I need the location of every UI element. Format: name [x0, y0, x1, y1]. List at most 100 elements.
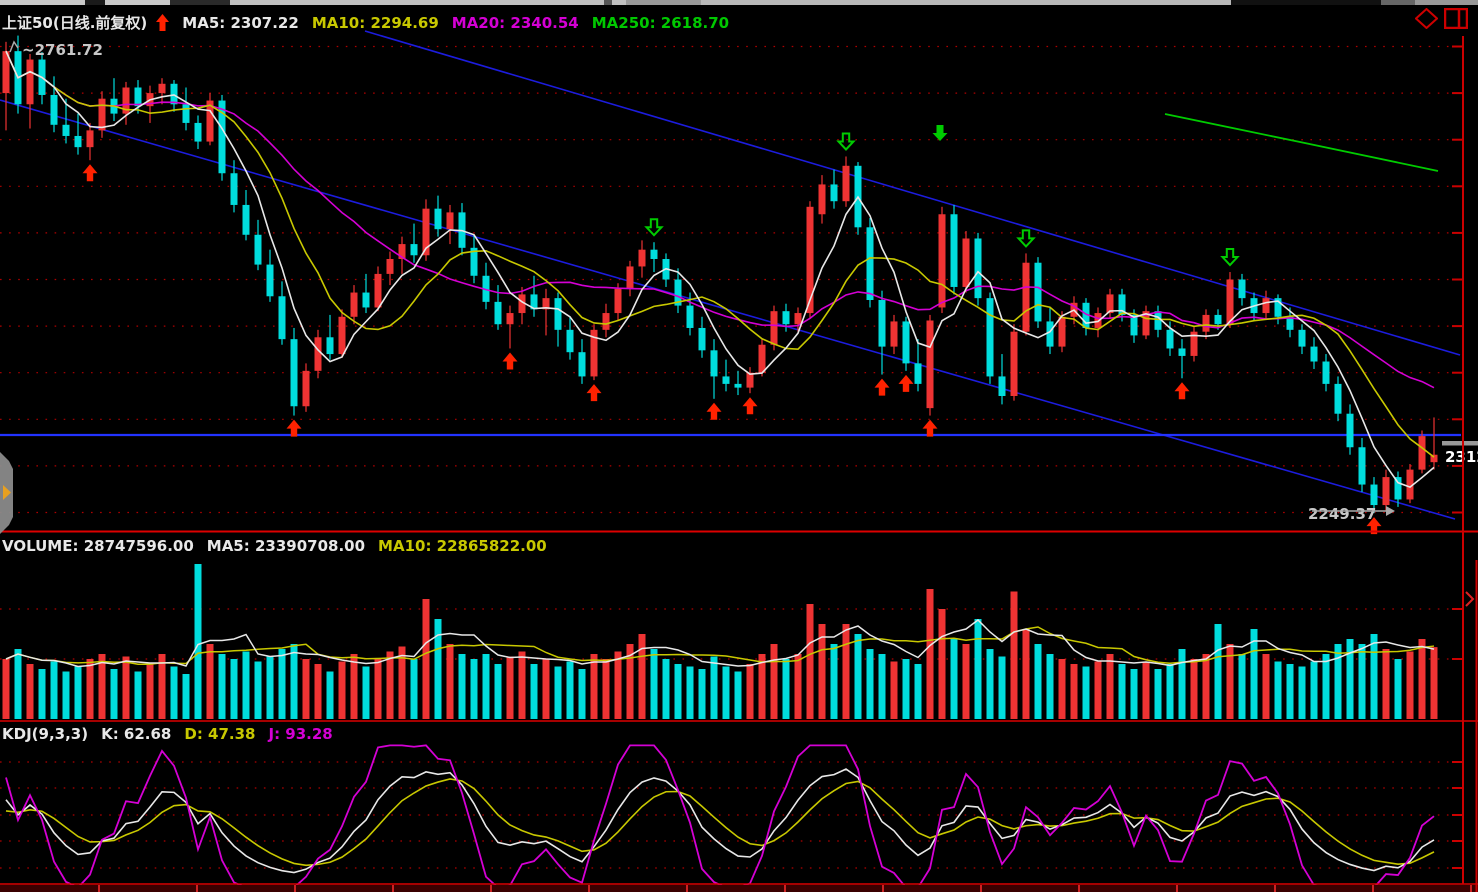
candle-body: [1418, 436, 1426, 470]
candle-body: [434, 208, 442, 230]
volume-bar: [866, 649, 874, 719]
window-layout-icon[interactable]: [1444, 8, 1468, 29]
volume-bar: [998, 656, 1006, 719]
volume-label: VOLUME: 28747596.00: [2, 537, 194, 555]
volume-bar: [590, 654, 598, 719]
ma10-line: [5, 50, 1435, 458]
ma250-line: [1164, 113, 1439, 172]
volume-bar: [362, 666, 370, 719]
candle-body: [794, 313, 802, 325]
volume-bar: [1214, 624, 1222, 719]
candle-body: [1394, 477, 1402, 500]
candle-body: [998, 376, 1006, 396]
volume-bar: [1010, 591, 1018, 719]
candle-body: [86, 130, 94, 148]
volume-bar: [770, 644, 778, 719]
candle-body: [1106, 294, 1114, 314]
candle-body: [626, 266, 634, 289]
volume-bar: [2, 659, 10, 719]
volume-ma10-label: MA10: 22865822.00: [378, 537, 547, 555]
volume-bar: [74, 666, 82, 719]
volume-bar: [1430, 647, 1438, 719]
buy-arrow: [898, 374, 914, 392]
candle-body: [698, 327, 706, 351]
volume-bar: [854, 634, 862, 719]
candle-body: [878, 300, 886, 347]
candle-body: [770, 311, 778, 345]
kdj-j-line: [5, 744, 1435, 889]
candle-body: [1274, 298, 1282, 317]
candle-body: [290, 339, 298, 407]
volume-bar: [926, 589, 934, 719]
candle-body: [74, 135, 82, 148]
volume-bar: [446, 644, 454, 719]
volume-bar: [1262, 654, 1270, 719]
volume-bar: [650, 649, 658, 719]
diamond-icon[interactable]: [1415, 8, 1438, 29]
candle-body: [446, 212, 454, 230]
candle-body: [182, 104, 190, 123]
candle-body: [734, 383, 742, 388]
volume-bar: [122, 656, 130, 719]
candle-body: [98, 98, 106, 131]
candle-body: [254, 234, 262, 265]
volume-bar: [1346, 639, 1354, 719]
candle-body: [950, 214, 958, 287]
candle-body: [890, 321, 898, 347]
candle-body: [1202, 314, 1210, 332]
candle-body: [1058, 316, 1066, 347]
volume-bar: [626, 644, 634, 719]
buy-arrow: [82, 164, 98, 182]
candle-body: [362, 292, 370, 308]
candle-body: [482, 275, 490, 302]
sell-arrow: [644, 218, 664, 237]
candle-body: [962, 238, 970, 287]
ma20-label: MA20: 2340.54: [451, 13, 579, 32]
candle-body: [1322, 361, 1330, 384]
volume-bar: [410, 659, 418, 719]
candle-body: [1118, 294, 1126, 315]
candle-body: [410, 244, 418, 256]
candle-body: [614, 288, 622, 314]
volume-bar: [1286, 664, 1294, 719]
candle-body: [1382, 477, 1390, 506]
kdj-param-label: KDJ(9,3,3): [2, 725, 89, 743]
candle-body: [542, 298, 550, 310]
volume-bar: [158, 654, 166, 719]
candle-body: [938, 214, 946, 308]
candle-body: [1130, 314, 1138, 336]
candle-body: [1154, 311, 1162, 330]
volume-bar: [98, 654, 106, 719]
volume-bar: [518, 651, 526, 719]
candle-body: [986, 298, 994, 377]
up-arrow-icon: [156, 14, 170, 31]
ma5-line: [5, 50, 1435, 489]
buy-arrow: [1366, 517, 1382, 535]
volume-ma10-line: [5, 626, 1435, 665]
volume-bar: [506, 656, 514, 719]
candle-body: [674, 279, 682, 306]
volume-bar: [1082, 666, 1090, 719]
volume-bar: [194, 564, 202, 719]
last-price-tag: 2312: [1445, 448, 1478, 466]
ma10-label: MA10: 2294.69: [311, 13, 439, 32]
volume-bar: [398, 646, 406, 719]
kdj-header: KDJ(9,3,3) K: 62.68 D: 47.38 J: 93.28: [2, 725, 333, 743]
candle-body: [1406, 469, 1414, 500]
volume-bar: [314, 664, 322, 719]
candle-body: [590, 329, 598, 377]
top-window-strip: [0, 0, 1478, 5]
volume-bar: [1310, 661, 1318, 719]
volume-bar: [962, 644, 970, 719]
candle-body: [530, 294, 538, 310]
candle-body: [374, 273, 382, 308]
volume-bar: [938, 609, 946, 719]
candle-body: [302, 370, 310, 407]
volume-header: VOLUME: 28747596.00 MA5: 23390708.00 MA1…: [2, 537, 547, 555]
candle-body: [1190, 331, 1198, 356]
candle-body: [218, 100, 226, 174]
candle-body: [50, 94, 58, 125]
volume-bar: [950, 639, 958, 719]
buy-arrow: [286, 419, 302, 437]
